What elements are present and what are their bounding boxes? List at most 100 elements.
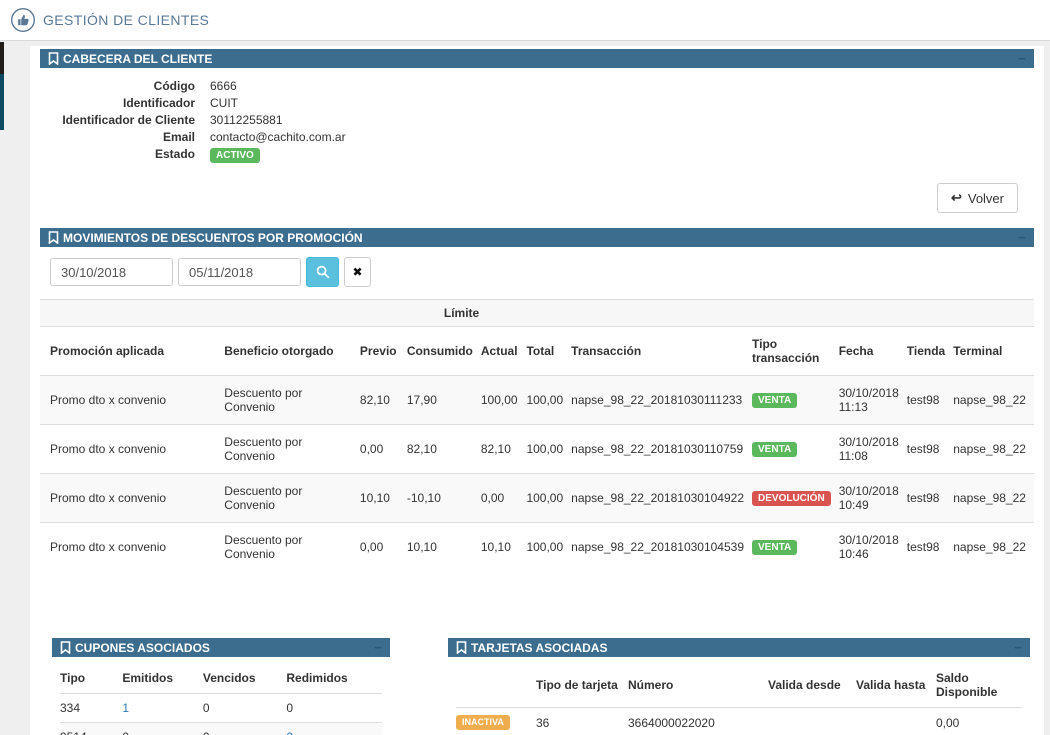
movimientos-table: Límite Promoción aplicada Beneficio otor… <box>40 299 1034 571</box>
page-title: GESTIÓN DE CLIENTES <box>43 12 210 28</box>
back-arrow-icon: ↩ <box>950 190 962 205</box>
col-emitidos: Emitidos <box>122 663 203 694</box>
close-icon: ✖ <box>352 265 363 279</box>
top-bar: GESTIÓN DE CLIENTES <box>0 0 1050 41</box>
date-to-input[interactable] <box>178 258 301 286</box>
col-vencidos: Vencidos <box>202 663 287 694</box>
cell-promocion: Promo dto x convenio <box>40 522 225 571</box>
volver-button[interactable]: ↩ Volver <box>936 183 1018 213</box>
email-value: contacto@cachito.com.ar <box>210 130 346 144</box>
cell-previo: 0,00 <box>359 522 407 571</box>
bookmark-icon <box>48 52 59 65</box>
status-badge: ACTIVO <box>210 148 260 163</box>
cell-transaccion: napse_98_22_20181030110759 <box>571 424 753 474</box>
panel-header-cabecera: CABECERA DEL CLIENTE − <box>40 49 1034 68</box>
cell-actual: 10,10 <box>480 522 527 571</box>
panel-tarjetas: TARJETAS ASOCIADAS − Tipo de tarjeta Núm… <box>448 638 1030 735</box>
panel-cupones: CUPONES ASOCIADOS − Tipo Emitidos Vencid… <box>52 638 390 735</box>
bookmark-icon <box>456 641 467 654</box>
thumbs-up-icon[interactable] <box>10 7 36 33</box>
col-beneficio: Beneficio otorgado <box>224 326 360 376</box>
cell-transaccion: napse_98_22_20181030111233 <box>571 393 743 407</box>
id-cliente-label: Identificador de Cliente <box>62 113 195 127</box>
codigo-label: Código <box>153 79 195 93</box>
cell-promocion: Promo dto x convenio <box>50 393 167 407</box>
clear-button[interactable]: ✖ <box>344 257 371 287</box>
cupon-count-link[interactable]: 1 <box>122 701 130 715</box>
col-previo: Previo <box>359 326 407 376</box>
cell-tienda: test98 <box>906 522 954 571</box>
cell-consumido: -10,10 <box>406 473 481 523</box>
panel-title: TARJETAS ASOCIADAS <box>471 640 608 655</box>
panel-header-cupones: CUPONES ASOCIADOS − <box>52 638 390 657</box>
cell-previo: 10,10 <box>359 473 407 523</box>
cell-consumido: 17,90 <box>406 393 437 407</box>
table-row: 334 1 0 0 <box>60 693 382 723</box>
estado-label: Estado <box>154 147 195 161</box>
cell-terminal: napse_98_22 <box>953 424 1034 474</box>
col-promocion: Promoción aplicada <box>40 326 225 376</box>
cell-tipo: 334 <box>60 693 123 723</box>
cell-tipo-transaccion: VENTA <box>752 424 839 474</box>
cell-tipo-transaccion: VENTA <box>752 376 839 425</box>
transaction-type-badge: VENTA <box>752 539 798 555</box>
main-card: CABECERA DEL CLIENTE − Código 6666 Ident… <box>30 46 1044 735</box>
cell-valida-hasta <box>856 707 936 735</box>
col-tipo-tarjeta: Tipo de tarjeta <box>536 663 628 708</box>
cell-estado: INACTIVA <box>456 707 536 735</box>
cell-total: 100,00 <box>526 393 564 407</box>
table-row: Promo dto x convenio Descuento por Conve… <box>40 375 1034 425</box>
cell-redimidos: 2 <box>286 722 382 735</box>
cell-vencidos: 0 <box>202 722 287 735</box>
cell-emitidos: 1 <box>122 693 203 723</box>
panel-cabecera: CABECERA DEL CLIENTE − Código 6666 Ident… <box>40 49 1034 213</box>
table-row: Promo dto x convenio Descuento por Conve… <box>40 522 1034 571</box>
cell-beneficio: Descuento por Convenio <box>224 473 360 523</box>
table-row: Promo dto x convenio Descuento por Conve… <box>40 424 1034 474</box>
table-row: 9514 0 0 2 <box>60 722 382 735</box>
panel-header-tarjetas: TARJETAS ASOCIADAS − <box>448 638 1030 657</box>
limite-group-header: Límite <box>359 299 572 327</box>
cell-tipo-transaccion: DEVOLUCIÓN <box>752 473 839 523</box>
panel-title: MOVIMIENTOS DE DESCUENTOS POR PROMOCIÓN <box>63 230 363 245</box>
panel-header-movimientos: MOVIMIENTOS DE DESCUENTOS POR PROMOCIÓN … <box>40 228 1034 247</box>
panel-title: CUPONES ASOCIADOS <box>75 640 210 655</box>
cell-saldo: 0,00 <box>936 707 1022 735</box>
col-tienda: Tienda <box>906 326 954 376</box>
collapse-icon[interactable]: − <box>1018 229 1026 245</box>
cell-terminal: napse_98_22 <box>953 522 1034 571</box>
search-button[interactable] <box>306 257 339 287</box>
col-transaccion: Transacción <box>571 326 753 376</box>
column-header-row: Tipo Emitidos Vencidos Redimidos <box>60 663 382 694</box>
cell-tienda: test98 <box>906 473 954 523</box>
cell-terminal: napse_98_22 <box>953 393 1026 407</box>
cell-vencidos: 0 <box>202 693 287 723</box>
cell-beneficio: Descuento por Convenio <box>224 424 360 474</box>
col-terminal: Terminal <box>953 326 1034 376</box>
cell-tienda: test98 <box>906 424 954 474</box>
id-cliente-value: 30112255881 <box>210 113 283 127</box>
col-redimidos: Redimidos <box>286 663 382 694</box>
col-fecha: Fecha <box>838 326 907 376</box>
collapse-icon[interactable]: − <box>1014 639 1022 655</box>
bookmark-icon <box>48 231 59 244</box>
identificador-label: Identificador <box>122 96 195 110</box>
cell-valida-desde <box>768 707 856 735</box>
cell-beneficio: Descuento por Convenio <box>224 386 303 414</box>
cell-previo: 82,10 <box>359 393 390 407</box>
collapse-icon[interactable]: − <box>1018 50 1026 66</box>
transaction-type-badge: DEVOLUCIÓN <box>752 490 831 506</box>
cell-previo: 0,00 <box>359 424 407 474</box>
cell-total: 100,00 <box>526 522 572 571</box>
collapse-icon[interactable]: − <box>374 639 382 655</box>
col-tipo-transaccion: Tipo transacción <box>752 326 839 376</box>
col-tipo: Tipo <box>60 663 123 694</box>
cell-transaccion: napse_98_22_20181030104539 <box>571 522 753 571</box>
col-saldo: Saldo Disponible <box>936 663 1022 708</box>
panel-movimientos: MOVIMIENTOS DE DESCUENTOS POR PROMOCIÓN … <box>40 228 1034 623</box>
identificador-value: CUIT <box>210 96 238 110</box>
cell-tienda: test98 <box>906 393 940 407</box>
date-from-input[interactable] <box>50 258 173 286</box>
email-label: Email <box>162 130 195 144</box>
cupon-count-link[interactable]: 2 <box>286 730 293 735</box>
